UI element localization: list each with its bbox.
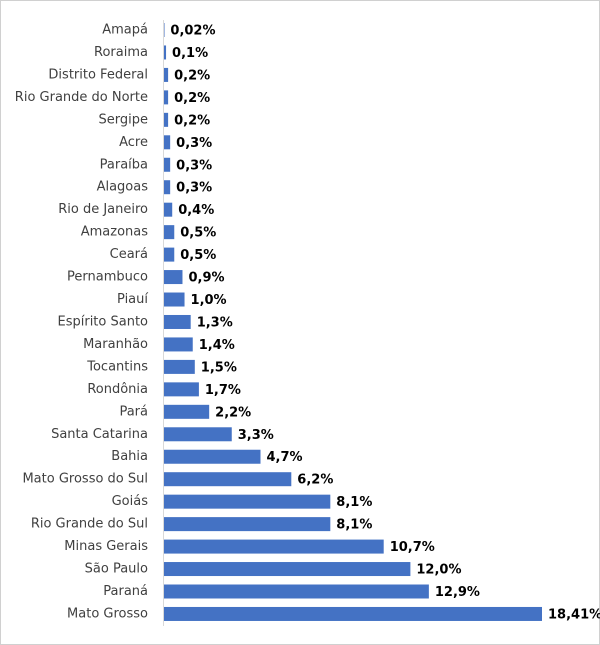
category-label: Rondônia: [87, 382, 148, 397]
bar: [164, 562, 411, 577]
category-label: Santa Catarina: [51, 427, 148, 442]
value-label: 0,1%: [172, 46, 208, 61]
category-label: Paraíba: [100, 157, 148, 172]
category-label: Paraná: [103, 584, 148, 599]
bar: [164, 225, 175, 240]
category-label: Rio Grande do Norte: [15, 90, 148, 105]
bar: [164, 180, 171, 195]
bar: [164, 472, 292, 487]
category-label: Mato Grosso do Sul: [22, 472, 148, 487]
bar: [164, 157, 171, 172]
category-label: Amazonas: [81, 225, 149, 240]
bar: [164, 292, 185, 307]
category-label: Acre: [119, 135, 148, 150]
value-label: 12,9%: [435, 585, 480, 600]
value-label: 18,41%: [548, 607, 600, 622]
value-label: 2,2%: [215, 405, 251, 420]
value-label: 8,1%: [336, 518, 372, 533]
bar: [164, 539, 384, 554]
bar: [164, 202, 173, 217]
value-label: 0,3%: [176, 136, 212, 151]
bar: [164, 382, 199, 397]
category-label: Roraima: [94, 45, 148, 60]
value-label: 0,4%: [178, 203, 214, 218]
value-label: 1,5%: [201, 360, 237, 375]
bar: [164, 404, 210, 419]
category-label: Espírito Santo: [58, 314, 149, 329]
value-label: 0,2%: [174, 91, 210, 106]
category-label: Piauí: [117, 292, 148, 307]
category-label: Alagoas: [97, 180, 149, 195]
value-label: 0,02%: [170, 24, 215, 39]
category-label: Tocantins: [86, 359, 148, 374]
bar: [164, 606, 542, 621]
category-label: Maranhão: [83, 337, 148, 352]
value-label: 8,1%: [336, 495, 372, 510]
bar: [164, 517, 331, 532]
value-label: 0,2%: [174, 68, 210, 83]
bar: [164, 449, 261, 464]
value-label: 0,3%: [176, 181, 212, 196]
category-label: Pará: [119, 404, 148, 419]
bar: [164, 337, 193, 352]
value-label: 0,5%: [180, 248, 216, 263]
value-label: 4,7%: [267, 450, 303, 465]
value-label: 0,2%: [174, 113, 210, 128]
category-label: Goiás: [112, 494, 149, 509]
value-label: 10,7%: [390, 540, 435, 555]
bar: [164, 584, 429, 599]
category-label: Pernambuco: [67, 270, 148, 285]
category-label: Mato Grosso: [67, 606, 148, 621]
value-label: 0,3%: [176, 158, 212, 173]
bar: [164, 314, 191, 329]
value-label: 3,3%: [238, 428, 274, 443]
category-label: Sergipe: [99, 112, 148, 127]
bar: [164, 494, 331, 509]
value-label: 1,3%: [197, 315, 233, 330]
value-label: 6,2%: [297, 473, 333, 488]
category-label: Bahia: [111, 449, 148, 464]
category-label: São Paulo: [85, 562, 148, 577]
bar: [164, 45, 167, 60]
bar: [164, 135, 171, 150]
bar: [164, 247, 175, 262]
value-label: 1,4%: [199, 338, 235, 353]
category-label: Distrito Federal: [48, 67, 148, 82]
category-label: Minas Gerais: [64, 539, 148, 554]
category-label: Rio Grande do Sul: [31, 517, 148, 532]
value-label: 12,0%: [416, 563, 461, 578]
category-label: Amapá: [102, 23, 148, 38]
value-label: 1,7%: [205, 383, 241, 398]
value-label: 1,0%: [191, 293, 227, 308]
bar: [164, 23, 165, 37]
bar: [164, 359, 195, 374]
category-label: Rio de Janeiro: [58, 202, 148, 217]
bar: [164, 427, 232, 442]
value-label: 0,5%: [180, 226, 216, 241]
bar: [164, 112, 169, 127]
bar: [164, 270, 183, 285]
value-label: 0,9%: [188, 271, 224, 286]
bar: [164, 67, 169, 82]
category-label: Ceará: [110, 247, 148, 262]
bar: [164, 90, 169, 105]
